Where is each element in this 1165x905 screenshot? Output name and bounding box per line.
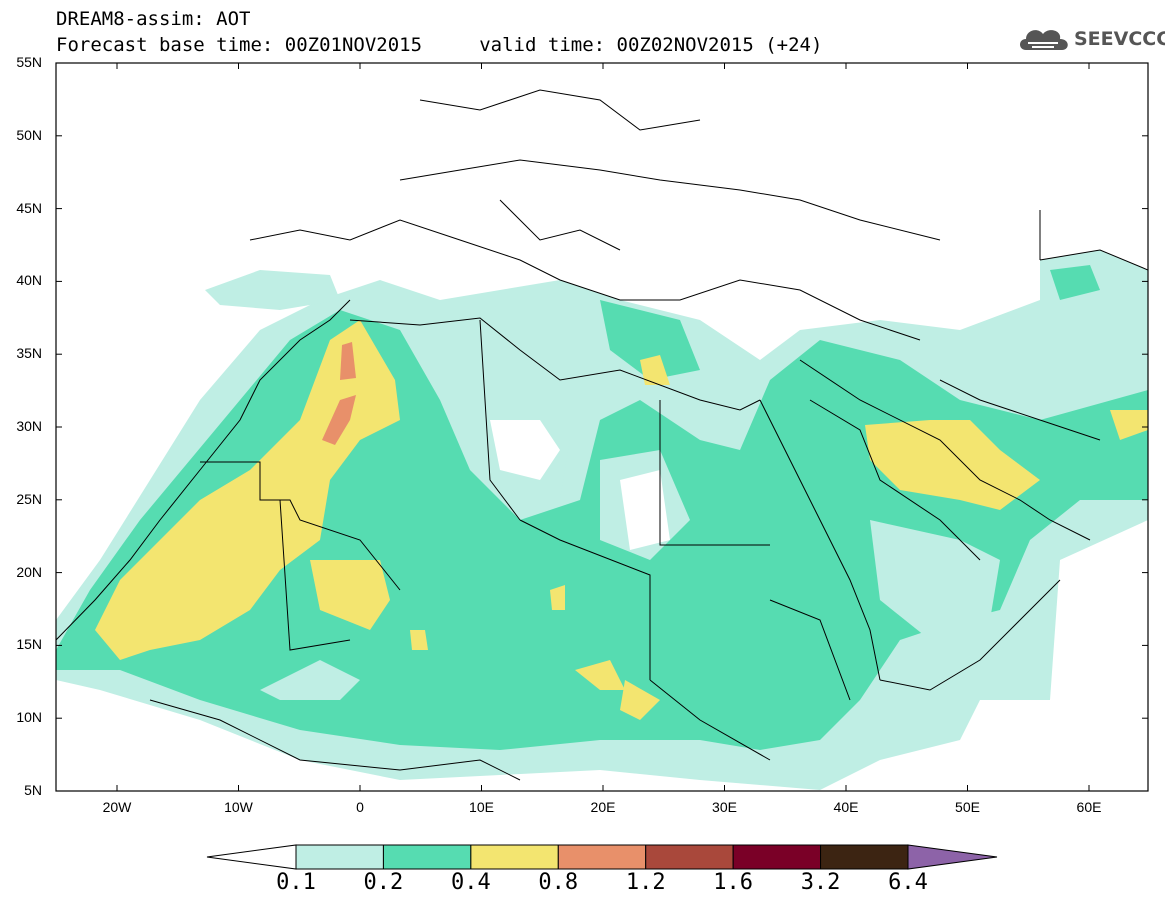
lat-label: 25N [16,490,42,507]
colorbar-box [382,844,472,870]
coastline-north-africa [349,317,761,411]
aot-region-medium [600,300,700,380]
aot-region-very-high [340,342,356,380]
colorbar-box [820,844,909,870]
border-niger-chad [519,519,651,680]
aot-region-high [620,680,660,720]
colorbar [206,844,998,870]
border-europe-inner [499,199,621,251]
lat-label: 30N [16,418,42,434]
aot-region-very-high [322,395,356,445]
colorbar-left-arrow [206,844,297,870]
aot-region-clear [620,470,670,550]
colorbar-label: 3.2 [800,870,841,895]
aot-region-high [575,660,625,690]
lon-label: 10W [224,799,253,815]
aot-region-high [410,630,428,650]
border-sudan-ethiopia [769,599,851,701]
colorbar-box [295,844,384,870]
lat-label: 10N [16,709,42,726]
lat-label: 45N [16,199,42,216]
border-arabia [809,399,981,561]
lat-label: 20N [16,563,42,580]
lat-label: 40N [16,272,42,289]
colorbar-box [557,844,647,870]
map-subtitle: Forecast base time: 00Z01NOV2015 valid t… [56,34,823,56]
colorbar-box [470,844,559,870]
lon-label: 20E [590,799,616,815]
logo-text: SEEVCCC [1074,28,1165,50]
country-borders [56,89,1148,781]
colorbar-box [732,844,822,870]
lon-label: 0 [356,799,364,815]
border-europe-inner [399,159,941,241]
lat-ticks [56,62,1148,792]
lon-label: 40E [833,799,859,815]
lat-label: 50N [16,126,42,143]
lat-label: 55N [16,54,42,70]
border-caspian [1039,210,1148,271]
aot-region-high [550,585,565,610]
colorbar-label: 0.8 [538,870,579,895]
border-libya-egypt [659,400,770,546]
lon-ticks [116,63,1090,791]
aot-region-clear [490,420,560,480]
map-title: DREAM8-assim: AOT [56,8,251,30]
coastline-europe [249,219,921,341]
coastline-west-africa [56,299,351,641]
seevccc-logo: SEEVCCC [1018,24,1165,54]
aot-region-high [865,420,1040,510]
lon-label: 10E [469,799,494,815]
lon-label: 50E [955,799,980,815]
border-mali [279,499,351,651]
colorbar-label: 1.6 [713,870,754,895]
border-europe-inner [419,89,701,131]
colorbar-right-arrow [907,844,998,870]
colorbar-label: 6.4 [888,870,928,895]
aot-region-high [640,355,670,385]
colorbar-box [645,844,734,870]
cloud-icon [1020,30,1068,50]
lat-label: 35N [16,345,42,362]
coastline-gulf-of-guinea [149,699,521,781]
aot-region-low [260,660,360,700]
border-algeria-libya [479,319,521,521]
colorbar-label: 1.2 [625,870,666,895]
coastline-red-sea [759,399,881,681]
aot-region-high [95,320,400,660]
lon-label: 30E [712,799,737,815]
aot-region-high [1110,410,1148,440]
colorbar-label: 0.2 [363,870,404,895]
coastline-gulf-of-aden [879,579,1061,691]
aot-region-high [310,560,390,630]
colorbar-label: 0.1 [276,870,316,895]
lon-label: 20W [102,799,132,815]
aot-region-low [870,520,1000,640]
coastline-arabia [799,359,1091,541]
lat-label: 5N [24,782,42,798]
aot-contours [56,250,1148,790]
aot-region-medium [1050,265,1100,300]
lat-label: 15N [16,636,42,653]
aot-region-low [205,270,340,310]
border-iran [939,379,1101,441]
colorbar-label: 0.4 [450,870,491,895]
border-chad-sudan [649,679,771,761]
border-sahara [200,461,401,591]
lon-label: 60E [1076,799,1102,815]
